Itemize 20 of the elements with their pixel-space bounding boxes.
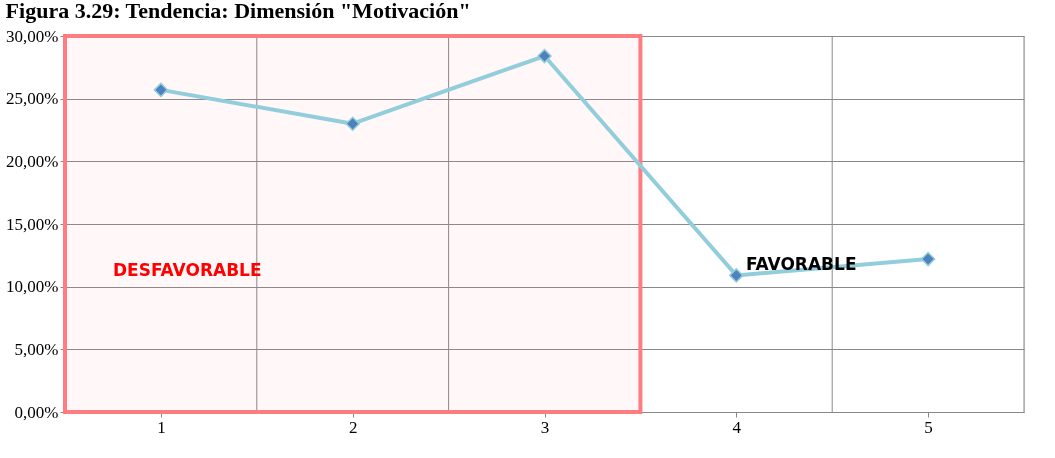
y-tick-label: 15,00% (6, 214, 59, 234)
band-label: DESFAVORABLE (112, 260, 262, 280)
x-tick-label: 5 (924, 417, 933, 437)
y-tick-label: 25,00% (6, 89, 59, 109)
point (920, 251, 936, 267)
x-tick-label: 2 (348, 417, 358, 437)
y-tick-label: 0,00% (14, 402, 59, 422)
point (345, 116, 360, 131)
chart-title: Figura 3.29: Tendencia: Dimensión "Motivación" (5, 0, 471, 23)
point (729, 268, 744, 283)
y-tick-label: 30,00% (6, 26, 59, 46)
x-tick-label: 3 (540, 417, 550, 437)
annotation: FAVORABLE (745, 254, 857, 275)
y-tick-label: 10,00% (6, 277, 59, 297)
y-tick-label: 5,00% (14, 339, 59, 359)
point (537, 48, 552, 64)
y-tick-label: 20,00% (6, 151, 59, 171)
point (153, 82, 169, 98)
x-tick-label: 1 (157, 417, 166, 437)
x-tick-label: 4 (732, 417, 742, 437)
